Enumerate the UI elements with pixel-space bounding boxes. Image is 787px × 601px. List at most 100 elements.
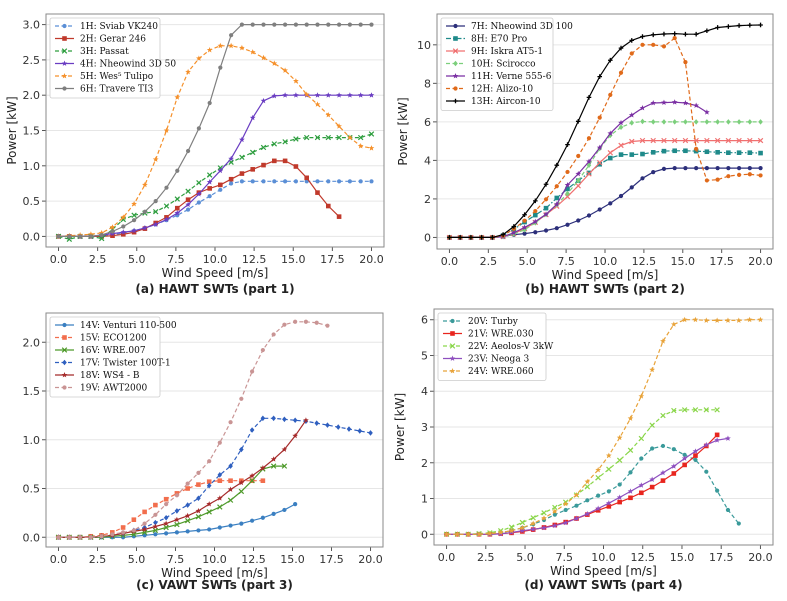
data-point	[131, 227, 137, 234]
data-point	[553, 201, 560, 207]
data-point	[325, 323, 330, 328]
data-point	[239, 396, 244, 401]
y-tick-label: 0.0	[23, 230, 41, 243]
data-point	[715, 119, 720, 125]
data-point	[584, 510, 591, 517]
data-point	[67, 535, 72, 540]
data-point	[315, 179, 320, 184]
data-point	[369, 22, 374, 27]
data-point	[618, 193, 624, 199]
data-point	[757, 316, 764, 323]
data-point	[131, 229, 137, 235]
data-point	[629, 120, 635, 126]
legend-item: 5H: Wes⁵ Tulipo	[55, 72, 153, 82]
data-point	[335, 424, 341, 430]
series-line	[446, 409, 718, 535]
legend-label: 17V: Twister 100T-1	[80, 359, 171, 369]
data-point	[206, 501, 213, 507]
data-point	[532, 218, 539, 225]
legend-label: 7H: Nheowind 3D 100	[471, 22, 573, 32]
data-point	[326, 179, 331, 184]
data-point	[607, 155, 613, 161]
data-point	[607, 130, 614, 136]
data-point	[196, 528, 201, 533]
data-point	[651, 42, 656, 47]
data-point	[217, 440, 222, 445]
series-6h	[56, 22, 374, 239]
data-point	[271, 60, 278, 66]
data-point	[336, 179, 342, 184]
data-point	[551, 522, 558, 529]
data-point	[651, 170, 656, 175]
legend-item: 1H: Sviab VK240	[55, 22, 158, 32]
data-point	[347, 134, 353, 140]
data-point	[358, 179, 363, 184]
data-point	[336, 22, 342, 27]
y-tick-label: 4	[421, 385, 428, 398]
legend-marker	[453, 98, 458, 104]
data-point	[735, 317, 742, 323]
data-point	[261, 162, 266, 168]
y-tick-label: 0.5	[23, 195, 41, 208]
legend-item: 2H: Gerar 246	[55, 35, 146, 45]
data-point	[736, 137, 742, 144]
data-point	[67, 234, 72, 239]
legend-item: 21V: WRE.030	[443, 330, 534, 340]
data-point	[639, 137, 646, 144]
data-point	[152, 208, 159, 215]
legend-label: 14V: Venturi 110-500	[80, 321, 177, 331]
data-point	[725, 435, 731, 441]
legend-marker	[62, 36, 67, 41]
data-point	[131, 531, 137, 538]
x-tick-label: 10.0	[203, 253, 228, 266]
data-point	[681, 455, 688, 461]
data-point	[661, 148, 667, 154]
data-point	[271, 415, 276, 422]
data-point	[573, 515, 580, 521]
data-point	[554, 184, 559, 189]
data-point	[618, 45, 624, 51]
data-point	[726, 150, 731, 155]
data-point	[616, 457, 623, 463]
data-point	[368, 92, 375, 98]
data-point	[639, 490, 644, 496]
data-point	[575, 118, 581, 124]
data-point	[185, 148, 191, 154]
data-point	[163, 524, 169, 531]
data-point	[638, 482, 645, 488]
data-point	[606, 466, 612, 472]
x-tick-label: 20.0	[358, 553, 383, 566]
legend-item: 19V: AWT2000	[55, 384, 148, 394]
x-axis-label: Wind Speed [m/s]	[550, 564, 657, 578]
data-point	[650, 99, 657, 106]
legend-label: 5H: Wes⁵ Tulipo	[80, 72, 153, 82]
data-point	[670, 321, 677, 327]
data-point	[554, 162, 560, 168]
data-point	[618, 119, 624, 126]
data-point	[260, 415, 266, 422]
data-point	[250, 518, 255, 523]
data-point	[314, 134, 321, 141]
data-point	[121, 224, 126, 229]
x-tick-label: 5.0	[518, 255, 536, 268]
data-point	[239, 22, 245, 27]
data-point	[163, 514, 169, 521]
data-point	[282, 416, 287, 423]
data-point	[468, 235, 474, 240]
x-tick-label: 17.5	[319, 553, 344, 566]
data-point	[607, 57, 613, 63]
data-point	[639, 456, 644, 461]
legend-item: 4H: Nheowind 3D 50	[55, 60, 176, 70]
data-point	[196, 55, 202, 61]
x-tick-label: 10.0	[202, 553, 227, 566]
data-point	[164, 185, 169, 190]
data-point	[185, 529, 190, 534]
data-point	[649, 476, 656, 482]
data-point	[714, 137, 721, 144]
series-24v	[443, 316, 764, 537]
data-point	[228, 42, 234, 49]
data-point	[564, 182, 571, 188]
data-point	[207, 100, 212, 106]
y-tick-label: 0.0	[23, 531, 41, 544]
x-tick-label: 7.5	[557, 255, 575, 268]
